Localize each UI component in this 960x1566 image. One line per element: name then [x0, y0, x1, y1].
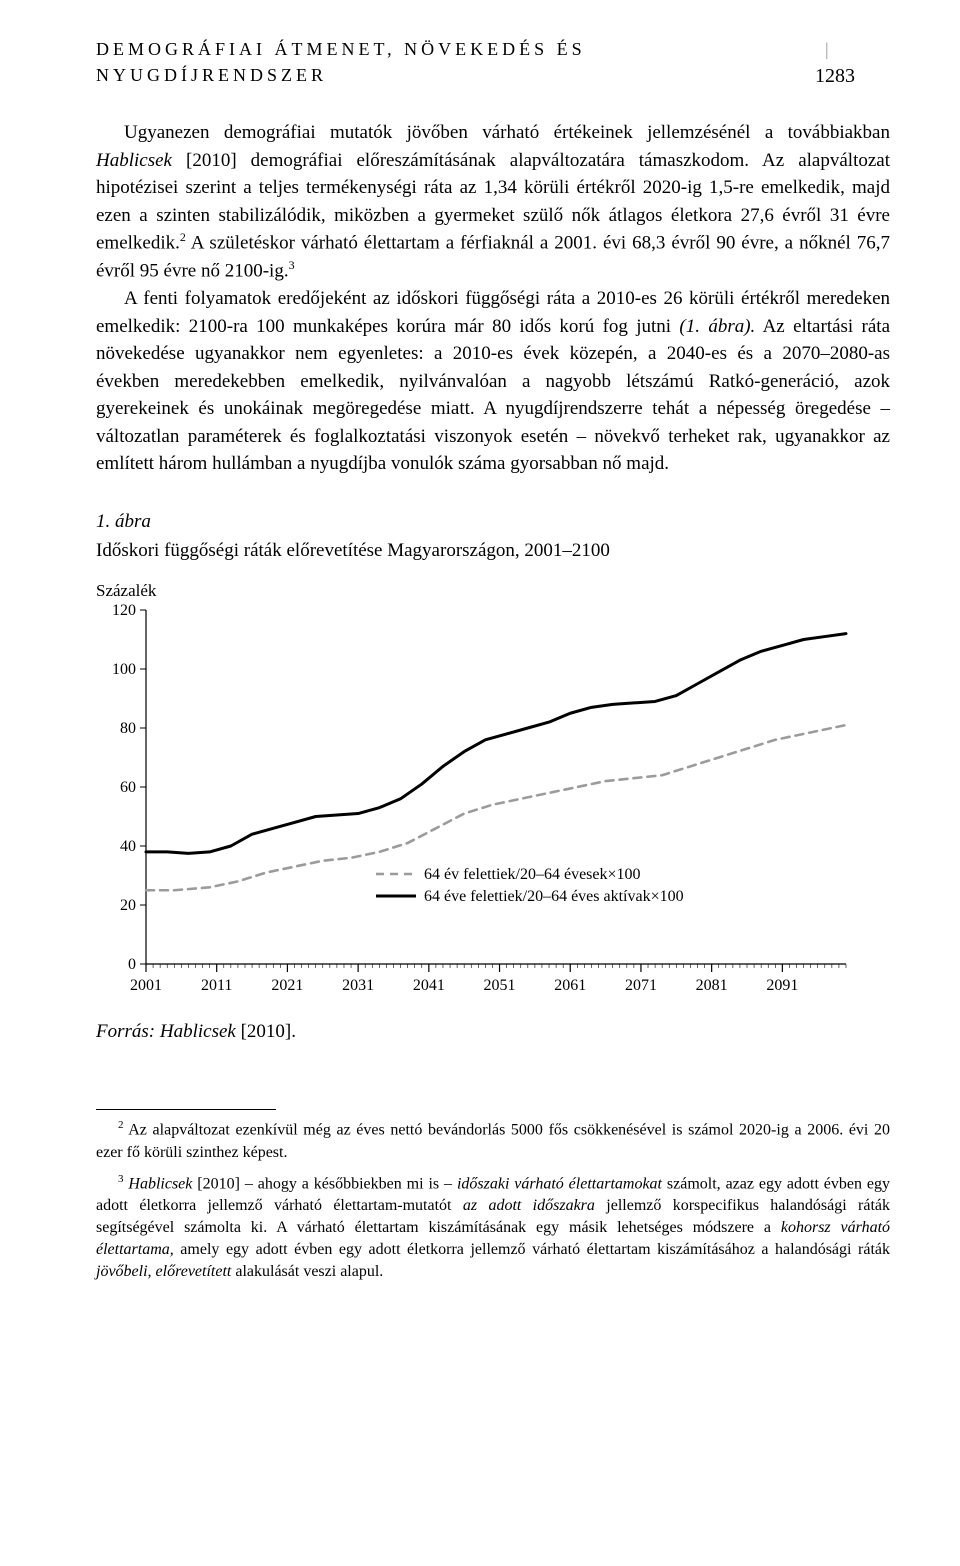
page-number: 1283: [815, 65, 855, 87]
text: alakulását veszi alapul.: [231, 1263, 383, 1280]
text: A születéskor várható élettartam a férfi…: [96, 233, 890, 282]
text: amely egy adott évben egy adott életkorr…: [174, 1241, 890, 1258]
line-chart: 0 20 40 60 80 100 120 2001 2011 2021 2031 2041 2051 2…: [96, 604, 856, 1004]
svg-text:120: 120: [112, 604, 136, 619]
footnote-3: 3 Hablicsek [2010] – ahogy a későbbiekbe…: [96, 1172, 890, 1284]
figure-source: Forrás: Hablicsek [2010].: [96, 1018, 890, 1046]
chart-container: Százalék 0 20 40 60 80 100 120 2001 2011 2021 2031…: [96, 579, 890, 1004]
svg-text:2051: 2051: [484, 977, 516, 994]
svg-text:64 éve felettiek/20–64 éves ak: 64 éve felettiek/20–64 éves aktívak×100: [424, 888, 684, 905]
running-head: DEMOGRÁFIAI ÁTMENET, NÖVEKEDÉS ÉS NYUGDÍ…: [96, 36, 890, 91]
svg-text:2001: 2001: [130, 977, 162, 994]
footnote-number: 3: [118, 1173, 124, 1185]
paragraph-1: Ugyanezen demográfiai mutatók jövőben vá…: [96, 119, 890, 285]
figure-title: Időskori függőségi ráták előrevetítése M…: [96, 537, 890, 565]
figure-ref: (1. ábra).: [679, 316, 755, 337]
svg-text:60: 60: [120, 779, 136, 796]
svg-text:2081: 2081: [696, 977, 728, 994]
footnote-rule: [96, 1109, 276, 1110]
footnote-2: 2 Az alapváltozat ezenkívül még az éves …: [96, 1118, 890, 1163]
source-suffix: [2010].: [236, 1021, 296, 1042]
svg-text:64 év felettiek/20–64 évesek×1: 64 év felettiek/20–64 évesek×100: [424, 866, 641, 883]
svg-text:20: 20: [120, 897, 136, 914]
svg-text:2041: 2041: [413, 977, 445, 994]
text: Az eltartási ráta növekedése ugyanakkor …: [96, 316, 890, 475]
svg-text:2031: 2031: [342, 977, 374, 994]
emphasis: az adott időszakra: [463, 1197, 595, 1214]
svg-text:2061: 2061: [554, 977, 586, 994]
svg-text:2091: 2091: [766, 977, 798, 994]
emphasis: jövőbeli, előrevetített: [96, 1263, 231, 1280]
header-separator: |: [825, 39, 833, 59]
svg-text:80: 80: [120, 720, 136, 737]
svg-text:40: 40: [120, 838, 136, 855]
emphasis: időszaki várható élettartamokat: [457, 1175, 662, 1192]
text: [2010] – ahogy a későbbiekben mi is –: [192, 1175, 457, 1192]
footnote-text: Az alapváltozat ezenkívül még az éves ne…: [96, 1121, 890, 1160]
svg-text:0: 0: [128, 956, 136, 973]
figure-label: 1. ábra: [96, 508, 890, 536]
svg-text:2071: 2071: [625, 977, 657, 994]
running-title: DEMOGRÁFIAI ÁTMENET, NÖVEKEDÉS ÉS NYUGDÍ…: [96, 39, 586, 85]
paragraph-2: A fenti folyamatok eredőjeként az idősko…: [96, 285, 890, 478]
svg-text:2011: 2011: [201, 977, 232, 994]
source-prefix: Forrás:: [96, 1021, 160, 1042]
svg-text:2021: 2021: [271, 977, 303, 994]
citation: Hablicsek: [128, 1175, 192, 1192]
y-axis-label: Százalék: [96, 579, 890, 604]
footnote-ref-3: 3: [289, 258, 295, 272]
source-citation: Hablicsek: [160, 1021, 236, 1042]
svg-text:100: 100: [112, 661, 136, 678]
citation: Hablicsek: [96, 150, 172, 171]
text: Ugyanezen demográfiai mutatók jövőben vá…: [124, 122, 890, 143]
